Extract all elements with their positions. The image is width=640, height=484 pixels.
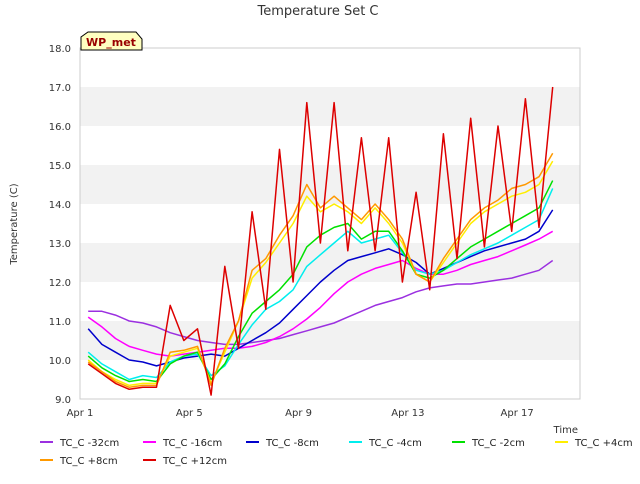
legend-item: TC_C -16cm <box>143 438 222 449</box>
y-tick-label: 13.0 <box>49 239 71 250</box>
grid-band <box>80 243 580 282</box>
legend-label: TC_C -2cm <box>471 438 525 449</box>
legend-label: TC_C +12cm <box>162 456 227 467</box>
legend-item: TC_C -4cm <box>349 438 422 449</box>
legend: TC_C -32cm TC_C -16cm TC_C -8cm TC_C -4cm TC… <box>40 438 633 467</box>
y-tick-label: 12.0 <box>49 278 71 289</box>
legend-label: TC_C -32cm <box>59 438 119 449</box>
chart-title: Temperature Set C <box>256 4 378 19</box>
grid-band <box>80 321 580 360</box>
x-tick-label: Apr 1 <box>67 408 94 419</box>
legend-item: TC_C +4cm <box>555 438 633 449</box>
y-tick-label: 15.0 <box>49 161 71 172</box>
legend-label: TC_C +4cm <box>574 438 633 449</box>
series-lines <box>87 86 554 396</box>
y-tick-label: 9.0 <box>55 395 71 406</box>
x-axis-ticks: Apr 1 Apr 5 Apr 9 Apr 13 Apr 17 <box>67 408 534 419</box>
legend-label: TC_C -8cm <box>265 438 319 449</box>
wp-met-annotation: WP_met <box>80 31 143 51</box>
series-line-1 <box>87 230 554 357</box>
wp-met-label: WP_met <box>86 36 136 49</box>
y-tick-label: 11.0 <box>49 317 71 328</box>
x-tick-label: Apr 13 <box>391 408 424 419</box>
legend-label: TC_C +8cm <box>59 456 118 467</box>
y-axis-ticks: 9.0 10.0 11.0 12.0 13.0 14.0 15.0 16.0 17.0 18.0 <box>49 44 71 406</box>
background-bands <box>80 48 580 399</box>
legend-label: TC_C -16cm <box>162 438 222 449</box>
legend-item: TC_C -8cm <box>246 438 319 449</box>
series-line-4 <box>87 180 554 383</box>
series-line-3 <box>87 188 554 381</box>
y-axis-label: Temperature (C) <box>9 183 20 265</box>
legend-item: TC_C -32cm <box>40 438 119 449</box>
y-tick-label: 14.0 <box>49 200 71 211</box>
legend-item: TC_C -2cm <box>452 438 525 449</box>
series-line-6 <box>87 152 554 389</box>
x-tick-label: Apr 17 <box>501 408 534 419</box>
legend-item: TC_C +12cm <box>143 456 227 467</box>
y-tick-label: 17.0 <box>49 83 71 94</box>
y-tick-label: 18.0 <box>49 44 71 55</box>
grid-band <box>80 165 580 204</box>
x-axis-label: Time <box>553 425 578 436</box>
y-tick-label: 10.0 <box>49 356 71 367</box>
series-line-7 <box>87 86 554 396</box>
legend-label: TC_C -4cm <box>368 438 422 449</box>
y-tick-label: 16.0 <box>49 122 71 133</box>
grid-band <box>80 87 580 126</box>
legend-item: TC_C +8cm <box>40 456 118 467</box>
x-tick-label: Apr 5 <box>176 408 203 419</box>
plot-frame <box>79 47 581 400</box>
x-tick-label: Apr 9 <box>285 408 312 419</box>
